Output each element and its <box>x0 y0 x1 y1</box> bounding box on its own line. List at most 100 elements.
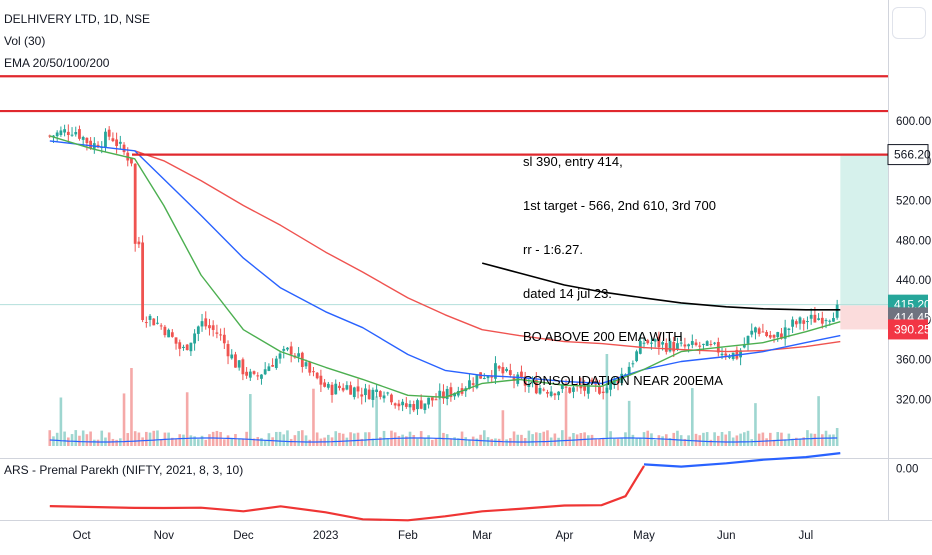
candle-body <box>390 395 393 403</box>
volume-bar <box>316 432 319 446</box>
candle-body <box>427 398 430 405</box>
volume-bar <box>401 435 404 446</box>
volume-bar <box>249 394 252 446</box>
volume-bar <box>472 437 475 446</box>
volume-bar <box>476 439 479 446</box>
candle-body <box>82 137 85 140</box>
candle-body <box>279 353 282 358</box>
candle-body <box>799 317 802 323</box>
candle-body <box>769 335 772 337</box>
volume-bar <box>286 430 289 446</box>
candle-body <box>728 357 731 358</box>
candle-body <box>498 366 501 368</box>
candle-body <box>63 129 66 132</box>
candle-body <box>219 334 222 335</box>
volume-bar <box>821 434 824 446</box>
fullscreen-button[interactable] <box>892 7 926 39</box>
volume-bar <box>275 432 278 446</box>
candle-body <box>724 354 727 356</box>
volume-legend[interactable]: Vol (30) <box>4 34 45 48</box>
volume-bar <box>190 435 193 446</box>
time-tick-label: Dec <box>233 530 254 542</box>
volume-bar <box>208 434 211 446</box>
volume-bar <box>806 430 809 446</box>
candle-body <box>286 348 289 350</box>
volume-bar <box>739 434 742 446</box>
volume-bar <box>134 431 137 446</box>
target-price-badge: 566.20 <box>894 148 931 162</box>
candle-body <box>290 346 293 354</box>
candle-body <box>256 375 259 376</box>
candle-body <box>308 362 311 373</box>
volume-bar <box>561 430 564 446</box>
volume-bar <box>223 439 226 446</box>
volume-bar <box>516 435 519 446</box>
candle-body <box>74 132 77 134</box>
candle-body <box>152 319 155 326</box>
volume-bar <box>197 439 200 446</box>
candle-body <box>509 370 512 375</box>
trade-annotation[interactable]: sl 390, entry 414, 1st target - 566, 2nd… <box>523 126 723 418</box>
candle-body <box>758 328 761 334</box>
volume-bar <box>56 433 59 446</box>
candle-body <box>806 321 809 322</box>
candle-body <box>67 132 70 135</box>
volume-bar <box>557 438 560 446</box>
volume-bar <box>312 389 315 446</box>
candle-body <box>175 337 178 343</box>
candle-body <box>241 359 244 374</box>
volume-bar <box>271 437 274 446</box>
candle-body <box>319 376 322 385</box>
candle-body <box>401 402 404 405</box>
volume-bar <box>624 432 627 446</box>
volume-bar <box>446 434 449 446</box>
candle-body <box>810 315 813 319</box>
candle-body <box>342 388 345 391</box>
volume-bar <box>204 440 207 446</box>
candle-body <box>85 138 88 143</box>
candle-body <box>123 145 126 152</box>
candle-body <box>397 404 400 407</box>
volume-bar <box>100 431 103 446</box>
time-tick-label: Mar <box>472 530 492 542</box>
volume-bar <box>676 431 679 446</box>
ema-legend[interactable]: EMA 20/50/100/200 <box>4 56 109 70</box>
candle-body <box>160 325 163 326</box>
volume-bar <box>650 433 653 446</box>
volume-bar <box>695 434 698 446</box>
candle-body <box>215 332 218 333</box>
volume-bar <box>334 431 337 446</box>
candle-body <box>163 327 166 335</box>
candle-body <box>223 335 226 343</box>
candle-body <box>253 371 256 374</box>
candle-body <box>245 372 248 376</box>
volume-bar <box>442 433 445 446</box>
candle-body <box>776 332 779 337</box>
candle-body <box>802 320 805 324</box>
candle-body <box>189 343 192 351</box>
volume-bar <box>182 435 185 446</box>
volume-bar <box>758 434 761 446</box>
volume-bar <box>52 436 55 446</box>
volume-bar <box>780 433 783 446</box>
candle-body <box>394 403 397 405</box>
volume-bar <box>201 436 204 446</box>
price-tick-label: 600.00 <box>896 116 931 128</box>
candle-body <box>832 318 835 322</box>
volume-bar <box>227 435 230 446</box>
time-tick-label: Oct <box>73 530 92 542</box>
candle-body <box>227 344 230 356</box>
candle-body <box>197 326 200 333</box>
candle-body <box>825 320 828 321</box>
candle-body <box>182 347 185 348</box>
volume-bar <box>505 439 508 446</box>
symbol-title[interactable]: DELHIVERY LTD, 1D, NSE <box>4 12 150 26</box>
candle-body <box>238 360 241 367</box>
annotation-line: BO ABOVE 200 EMA WITH <box>523 330 723 345</box>
ars-legend[interactable]: ARS - Premal Parekh (NIFTY, 2021, 8, 3, … <box>4 463 243 477</box>
candle-body <box>71 135 74 136</box>
candle-body <box>260 375 263 379</box>
volume-bar <box>587 435 590 446</box>
candle-body <box>364 388 367 395</box>
